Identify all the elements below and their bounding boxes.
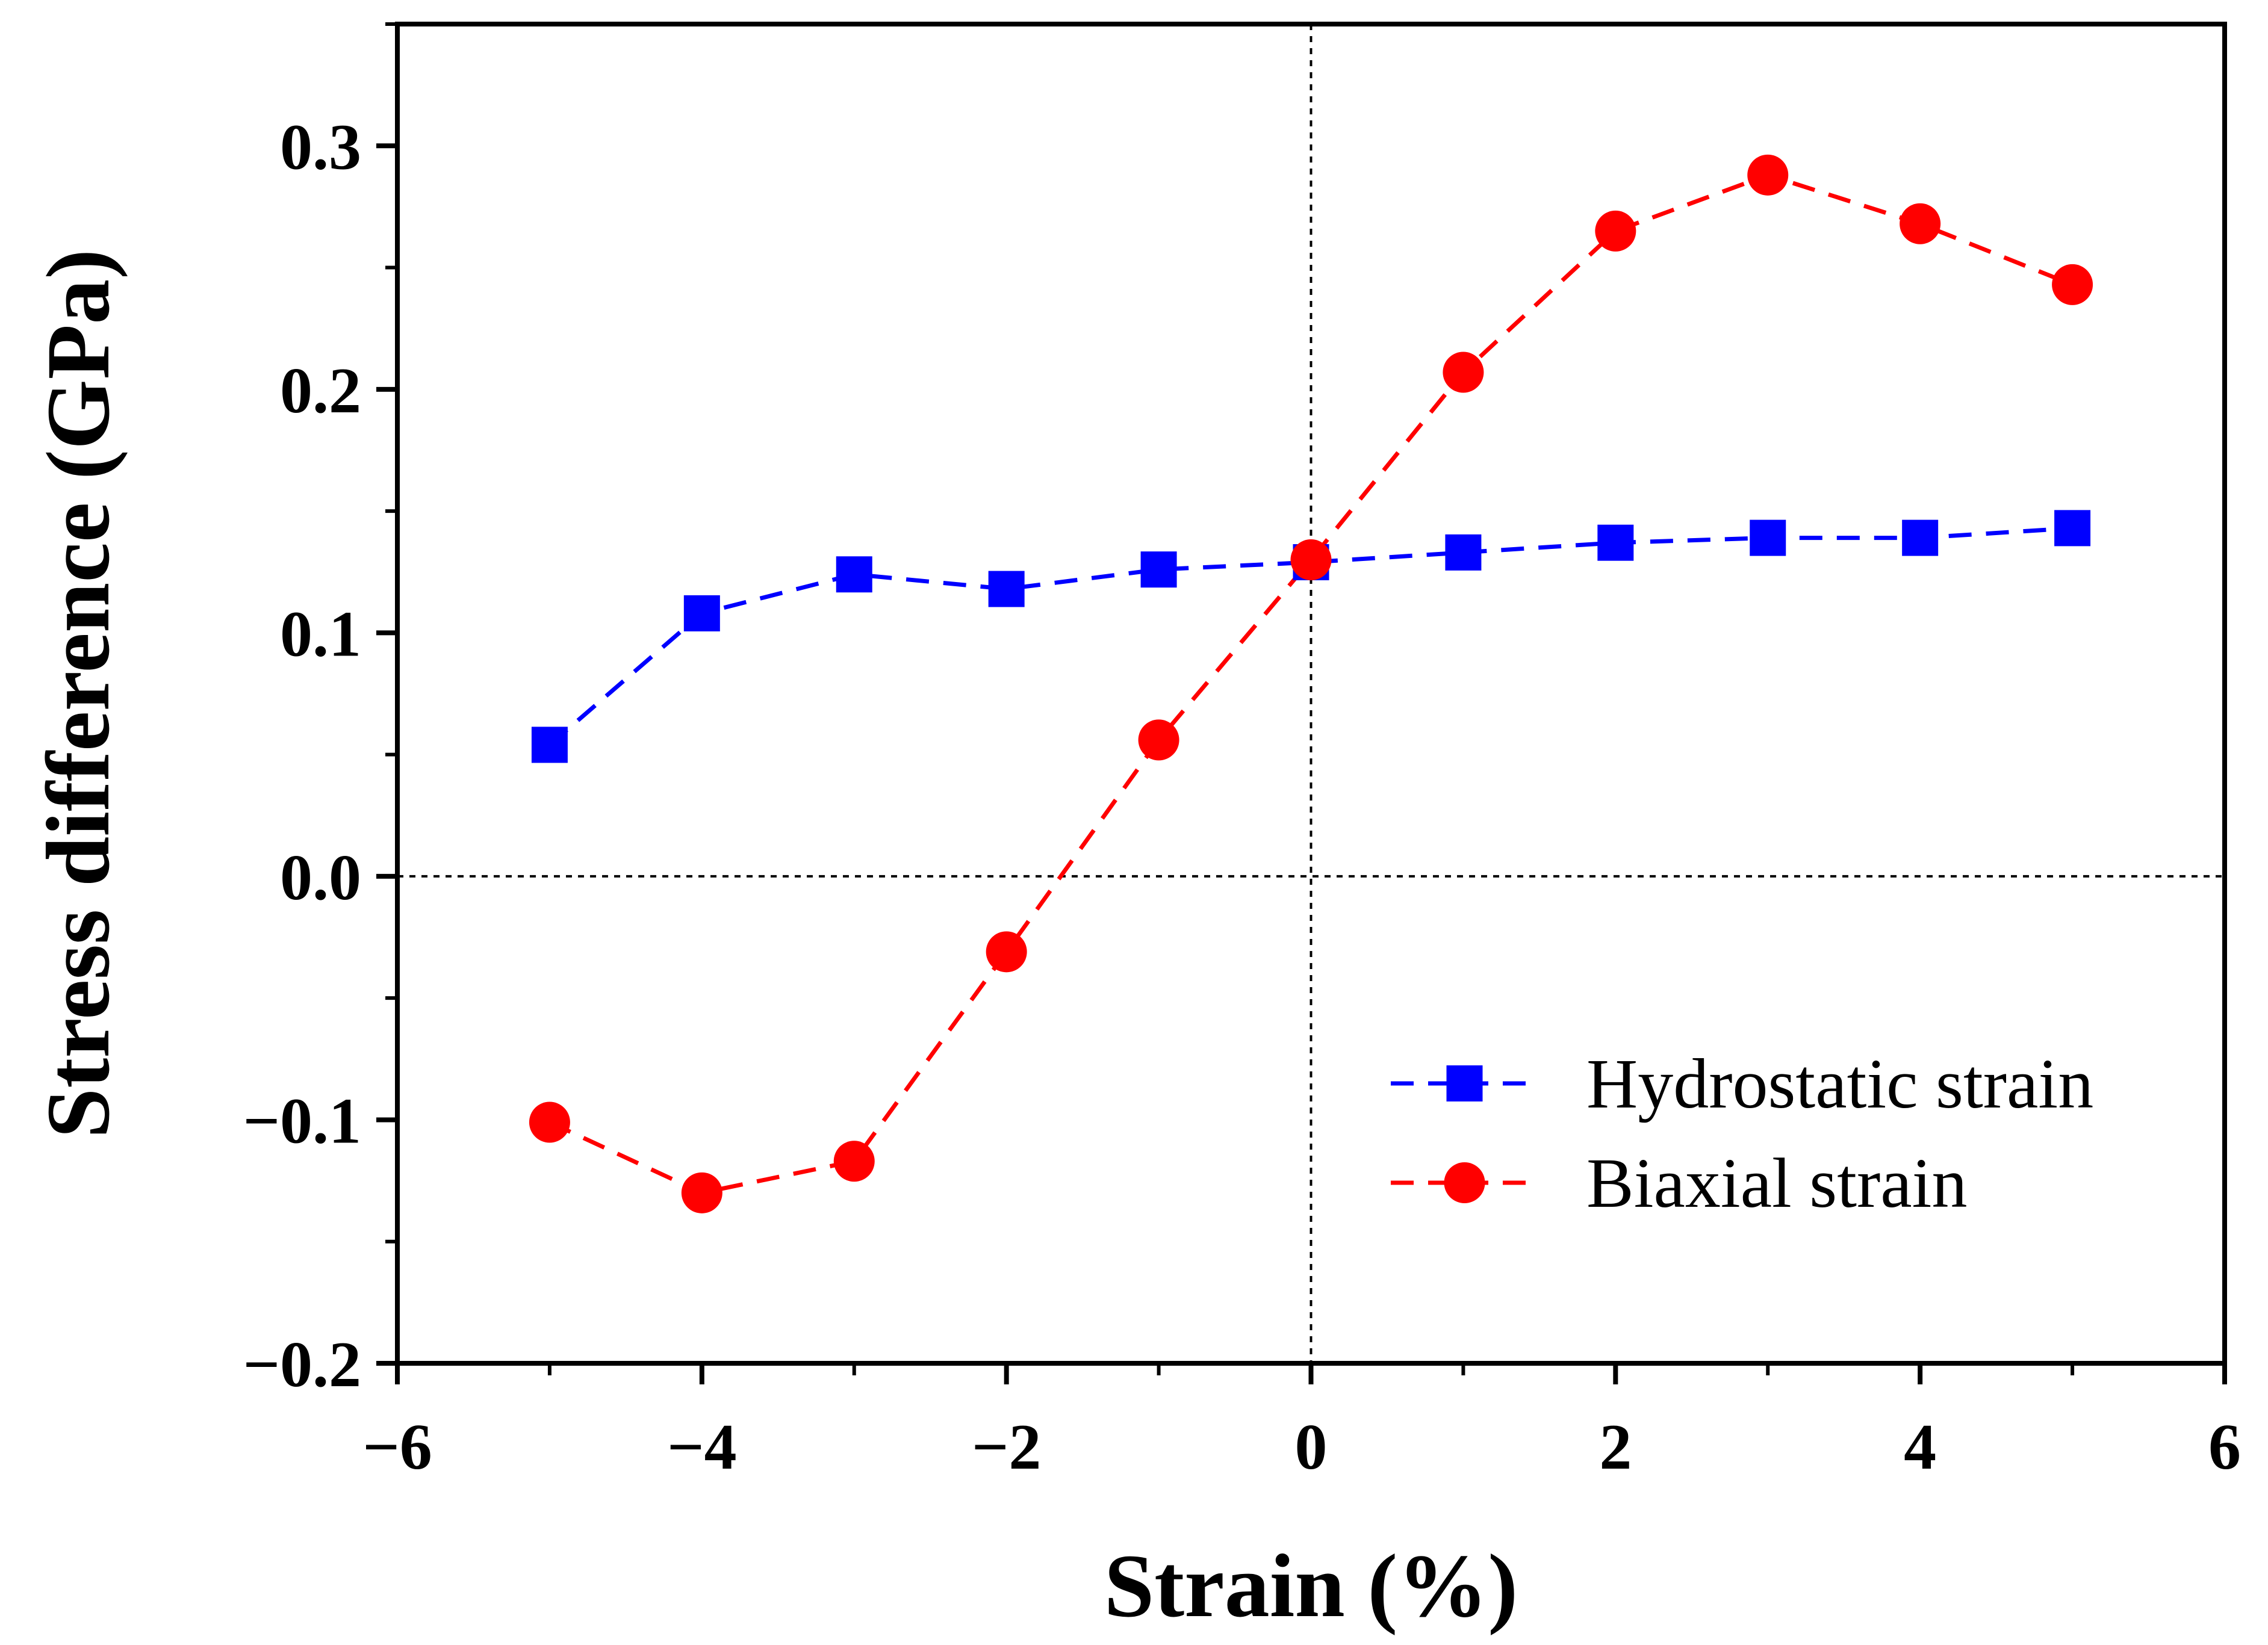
y-tick-label: 0.2 xyxy=(280,355,361,427)
biaxial-strain-point xyxy=(529,1101,570,1143)
biaxial-strain-point xyxy=(1747,154,1789,196)
hydrostatic-strain-point xyxy=(531,726,568,763)
x-axis-title: Strain (%) xyxy=(1104,1536,1518,1636)
hydrostatic-strain-point xyxy=(1750,519,1786,556)
y-tick-label: −0.1 xyxy=(243,1085,361,1157)
biaxial-strain-line xyxy=(548,173,2074,1195)
series-lines xyxy=(548,173,2074,1195)
biaxial-strain-point xyxy=(986,931,1027,973)
x-tick-label: 4 xyxy=(1904,1411,1936,1483)
y-axis-title: Stress difference (GPa) xyxy=(28,249,128,1138)
x-tick-label: 2 xyxy=(1599,1411,1632,1483)
hydrostatic-strain-point xyxy=(1597,524,1634,561)
reference-lines xyxy=(397,24,2225,1363)
hydrostatic-strain-point xyxy=(1140,551,1177,588)
x-tick-label: −4 xyxy=(667,1411,737,1483)
legend: Hydrostatic strain Biaxial strain xyxy=(1391,1044,2093,1222)
hydrostatic-strain-point xyxy=(1445,534,1482,571)
y-tick-label: 0.0 xyxy=(280,842,361,914)
x-tick-label: 0 xyxy=(1295,1411,1328,1483)
hydrostatic-strain-line xyxy=(548,525,2073,747)
x-tick-label: 6 xyxy=(2208,1411,2241,1483)
hydrostatic-strain-point xyxy=(836,556,872,593)
legend-biaxial-strain-label: Biaxial strain xyxy=(1586,1144,1967,1222)
x-axis-ticks: −6 −4 −2 0 2 4 6 xyxy=(362,1363,2241,1483)
series-markers xyxy=(529,154,2093,1213)
biaxial-strain-point xyxy=(681,1172,722,1213)
biaxial-strain-point xyxy=(1443,352,1484,393)
legend-hydrostatic-strain-marker xyxy=(1446,1065,1483,1101)
hydrostatic-strain-point xyxy=(1902,519,1939,556)
y-axis-ticks: −0.2 −0.1 0.0 0.1 0.2 0.3 xyxy=(243,22,397,1401)
hydrostatic-strain-point xyxy=(683,595,720,631)
hydrostatic-strain-point xyxy=(2054,510,2091,547)
x-tick-label: −2 xyxy=(972,1411,1042,1483)
biaxial-strain-point xyxy=(1290,539,1332,580)
biaxial-strain-point xyxy=(1138,719,1179,761)
legend-hydrostatic-strain-label: Hydrostatic strain xyxy=(1586,1044,2093,1123)
hydrostatic-strain-point xyxy=(988,571,1025,607)
y-tick-label: 0.3 xyxy=(280,111,361,183)
biaxial-strain-point xyxy=(1595,210,1636,252)
legend-biaxial-strain-marker xyxy=(1444,1162,1485,1203)
x-tick-label: −6 xyxy=(362,1411,432,1483)
biaxial-strain-point xyxy=(833,1141,875,1182)
y-tick-label: −0.2 xyxy=(243,1329,361,1401)
y-tick-label: 0.1 xyxy=(280,598,361,670)
biaxial-strain-point xyxy=(1900,203,1941,244)
biaxial-strain-point xyxy=(2052,264,2093,305)
